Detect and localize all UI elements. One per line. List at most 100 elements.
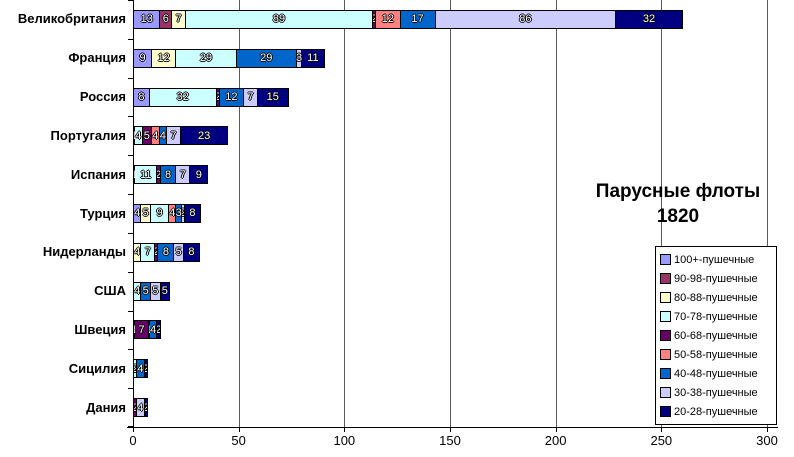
segment-value-label: 2 bbox=[182, 205, 184, 222]
bar-segment: 5 bbox=[141, 126, 153, 146]
bar-segment: 23 bbox=[179, 126, 229, 146]
x-axis-tick-label: 250 bbox=[650, 433, 673, 448]
bar-segment: 7 bbox=[243, 87, 258, 107]
segment-value-label: 5 bbox=[152, 285, 159, 298]
legend-item: 20-28-пушечные bbox=[660, 402, 774, 421]
bar-segment: 8 bbox=[157, 242, 175, 262]
legend-swatch-icon bbox=[660, 330, 671, 341]
bar-segment: 4 bbox=[136, 398, 145, 418]
legend-label: 20-28-пушечные bbox=[674, 405, 758, 418]
legend-swatch-icon bbox=[660, 311, 671, 322]
segment-value-label: 12 bbox=[157, 52, 170, 65]
category-label: Швеция bbox=[74, 321, 126, 337]
category-label: Португалия bbox=[50, 127, 126, 143]
gridline-x-50 bbox=[238, 0, 240, 427]
segment-value-label: 4 bbox=[134, 246, 141, 259]
bar-row-10: 242 bbox=[133, 349, 767, 388]
x-axis-tick-label: 100 bbox=[333, 433, 356, 448]
gridline-x-300 bbox=[767, 0, 768, 427]
bar-segment: 7 bbox=[171, 9, 186, 29]
y-axis-tick bbox=[128, 78, 133, 79]
y-axis-tick bbox=[128, 311, 133, 312]
y-axis-tick bbox=[128, 388, 133, 389]
stacked-bar-11: 242 bbox=[133, 398, 148, 418]
gridline-x-250 bbox=[661, 0, 663, 427]
y-axis-tick bbox=[128, 155, 133, 156]
bar-row-2: 9 12 29 29 3 11 bbox=[133, 39, 767, 78]
category-label: Испания bbox=[70, 166, 126, 182]
bar-segment: 89 bbox=[184, 9, 373, 29]
bar-segment: 12 bbox=[151, 48, 177, 68]
segment-value-label: 8 bbox=[162, 246, 169, 259]
stacked-bar-6: 4594328 bbox=[133, 203, 201, 223]
legend-label: 40-48-пушечные bbox=[674, 367, 758, 380]
x-axis-tick-label: 200 bbox=[544, 433, 567, 448]
segment-value-label: 4 bbox=[137, 401, 144, 414]
segment-value-label: 2 bbox=[145, 399, 147, 416]
y-axis-tick bbox=[128, 349, 133, 350]
segment-value-label: 7 bbox=[144, 246, 151, 259]
bar-segment: 5 bbox=[150, 281, 161, 301]
y-axis-tick bbox=[128, 272, 133, 273]
segment-value-label: 7 bbox=[247, 91, 254, 104]
segment-value-label: 8 bbox=[188, 246, 195, 259]
bar-segment: 13 bbox=[133, 9, 161, 29]
y-axis-tick bbox=[128, 0, 133, 1]
segment-value-label: 4 bbox=[134, 207, 141, 220]
legend: 100+-пушечные 90-98-пушечные 80-88-пушечны… bbox=[655, 246, 777, 425]
segment-value-label: 7 bbox=[170, 129, 177, 142]
bar-row-5: 1112879 bbox=[133, 155, 767, 194]
bar-segment: 9 bbox=[150, 203, 170, 223]
legend-item: 80-88-пушечные bbox=[660, 288, 774, 307]
segment-value-label: 4 bbox=[135, 129, 142, 142]
legend-swatch-icon bbox=[660, 292, 671, 303]
bar-segment: 32 bbox=[148, 87, 217, 107]
bar-row-6: 4594328 bbox=[133, 194, 767, 233]
y-axis-tick bbox=[128, 426, 133, 427]
segment-value-label: 9 bbox=[139, 52, 146, 65]
segment-value-label: 2 bbox=[145, 360, 147, 377]
stacked-bar-3: 8 32 2 12 7 15 bbox=[133, 87, 289, 107]
category-label: Нидерланды bbox=[42, 244, 126, 260]
segment-value-label: 2 bbox=[157, 321, 159, 338]
segment-value-label: 5 bbox=[143, 129, 150, 142]
gridline-x-150 bbox=[450, 0, 451, 427]
bar-row-4: 14544723 bbox=[133, 116, 767, 155]
segment-value-label: 4 bbox=[169, 207, 176, 220]
x-axis-tick-label: 0 bbox=[129, 433, 137, 448]
segment-value-label: 13 bbox=[140, 13, 153, 26]
y-axis bbox=[133, 0, 134, 427]
segment-value-label: 4 bbox=[150, 323, 157, 336]
segment-value-label: 2 bbox=[373, 11, 375, 28]
segment-value-label: 5 bbox=[161, 285, 168, 298]
stacked-bar-1: 13 67 89 2 12 17 86 32 bbox=[133, 9, 683, 29]
segment-value-label: 2 bbox=[155, 244, 157, 261]
bar-row-7: 472858 bbox=[133, 233, 767, 272]
stacked-bar-4: 14544723 bbox=[133, 126, 229, 146]
segment-value-label: 15 bbox=[266, 91, 279, 104]
bar-segment: 8 bbox=[184, 203, 201, 223]
bar-segment: 9 bbox=[133, 48, 153, 68]
bar-segment: 5 bbox=[140, 203, 152, 223]
bar-row-3: 8 32 2 12 7 15 bbox=[133, 78, 767, 117]
stacked-bar-7: 472858 bbox=[133, 242, 200, 262]
x-axis-tick bbox=[450, 428, 451, 432]
bar-row-11: 242 bbox=[133, 388, 767, 427]
legend-item: 100+-пушечные bbox=[660, 250, 774, 269]
segment-value-label: 8 bbox=[164, 168, 172, 181]
segment-value-label: 9 bbox=[195, 168, 202, 181]
segment-value-label: 29 bbox=[199, 52, 213, 65]
segment-value-label: 5 bbox=[175, 246, 182, 259]
stacked-bar-9: 17142 bbox=[133, 320, 161, 340]
segment-value-label: 12 bbox=[225, 91, 238, 104]
bar-segment: 4 bbox=[133, 281, 142, 301]
bar-segment: 4 bbox=[134, 126, 143, 146]
x-axis-tick-label: 150 bbox=[439, 433, 461, 448]
bar-segment: 7 bbox=[166, 126, 181, 146]
legend-item: 70-78-пушечные bbox=[660, 307, 774, 326]
bar-segment: 5 bbox=[173, 242, 184, 262]
bar-segment: 12 bbox=[375, 9, 401, 29]
plot-area: 1367892121786329122929311832212715145447… bbox=[133, 0, 768, 427]
segment-value-label: 4 bbox=[159, 129, 166, 142]
